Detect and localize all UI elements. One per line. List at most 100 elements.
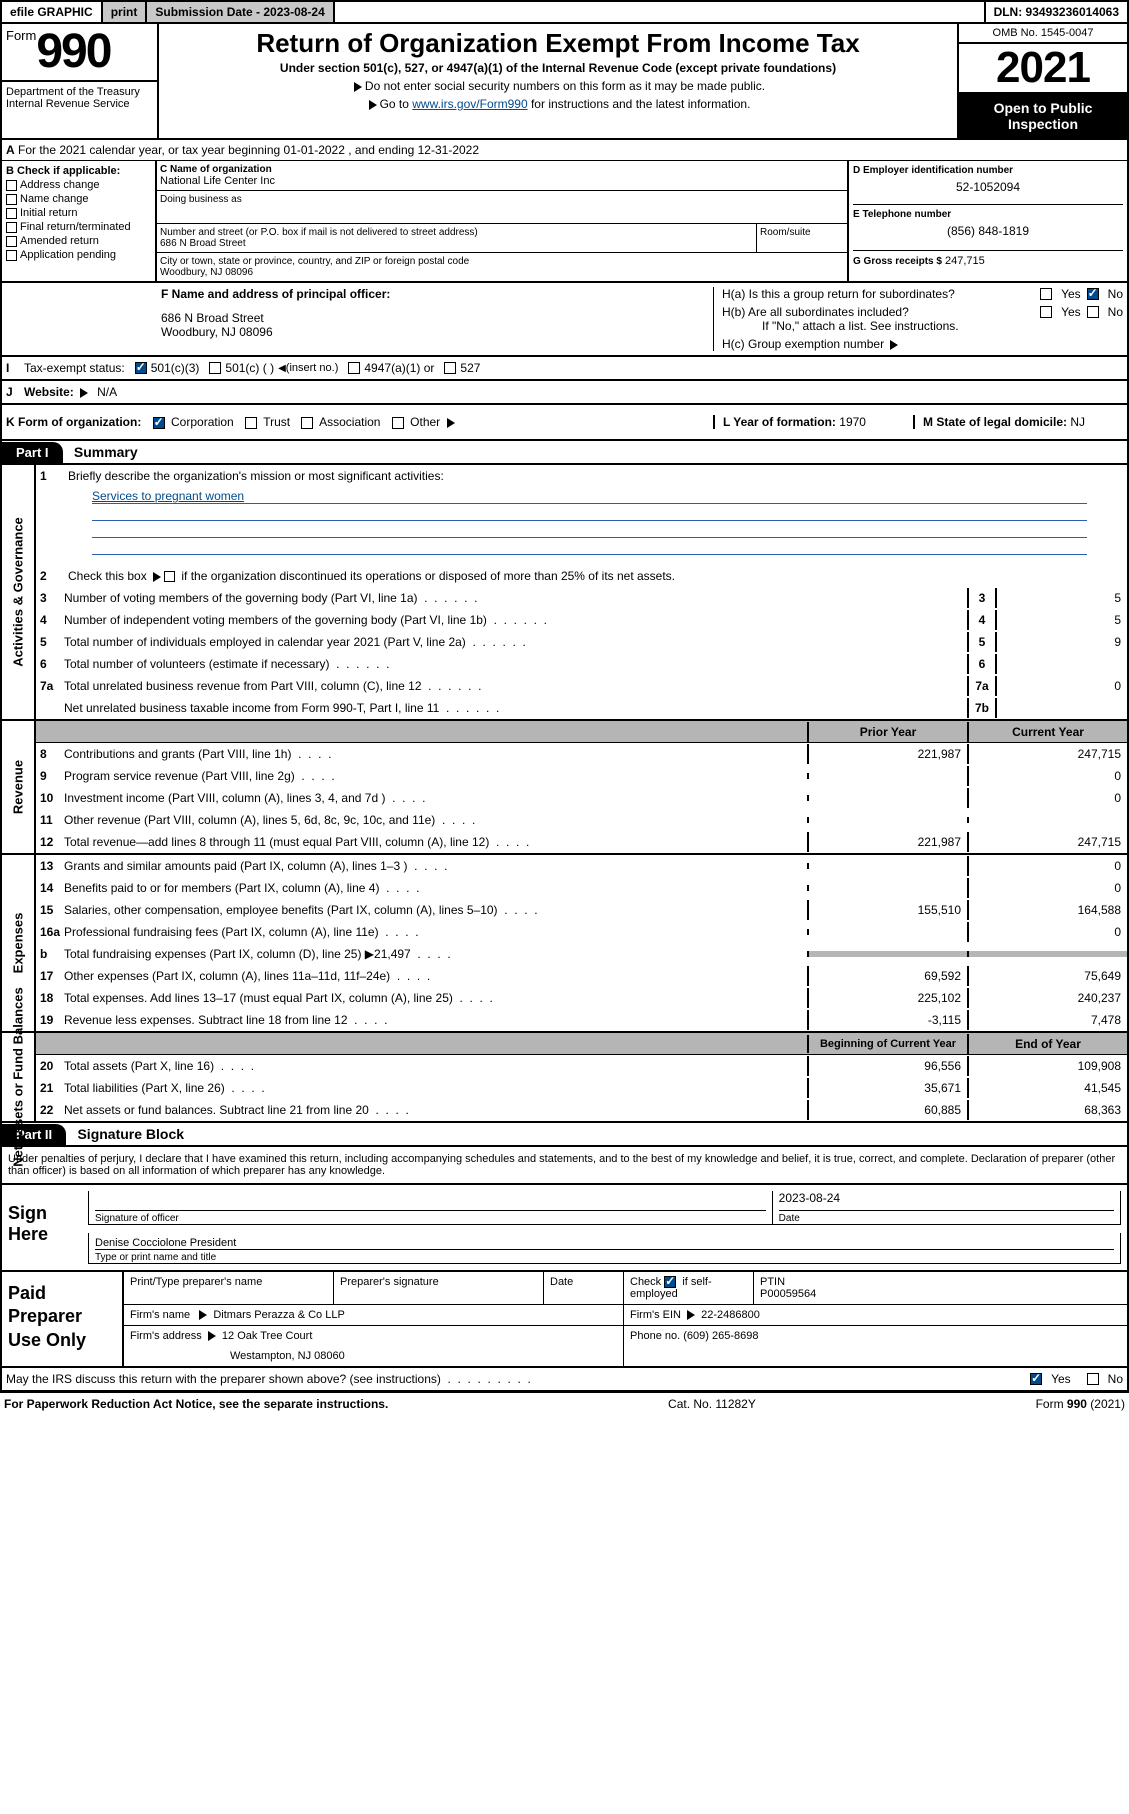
prior-value (807, 773, 967, 779)
chk-amended[interactable]: Amended return (6, 235, 151, 247)
arrow-icon (199, 1310, 207, 1320)
ha-yes[interactable] (1040, 288, 1052, 300)
table-row-label: Other expenses (Part IX, column (A), lin… (64, 966, 807, 986)
col-boy: Beginning of Current Year (807, 1035, 967, 1053)
chk-final-return[interactable]: Final return/terminated (6, 221, 151, 233)
table-row-label: Salaries, other compensation, employee b… (64, 900, 807, 920)
chk-4947[interactable] (348, 362, 360, 374)
subtitle-1: Under section 501(c), 527, or 4947(a)(1)… (159, 59, 957, 77)
arrow-icon (369, 100, 377, 110)
summary-line: Total unrelated business revenue from Pa… (64, 676, 967, 696)
sign-here-label: Sign Here (2, 1185, 82, 1270)
sig-date-label: Date (779, 1213, 1114, 1224)
chk-corp[interactable] (153, 417, 165, 429)
chk-trust[interactable] (245, 417, 257, 429)
hb-no[interactable] (1087, 306, 1099, 318)
paid-preparer-label: Paid Preparer Use Only (2, 1272, 122, 1366)
open-inspection-badge: Open to Public Inspection (959, 94, 1127, 138)
line-ref: 7b (967, 698, 997, 718)
chk-assoc[interactable] (301, 417, 313, 429)
city-value: Woodbury, NJ 08096 (160, 267, 844, 278)
prior-value (807, 863, 967, 869)
chk-discontinued[interactable] (164, 571, 175, 582)
ein-value: 52-1052094 (853, 176, 1123, 204)
firm-addr-cell: Firm's address 12 Oak Tree CourtWestampt… (124, 1326, 624, 1366)
line-ref: 6 (967, 654, 997, 674)
table-row-label: Grants and similar amounts paid (Part IX… (64, 856, 807, 876)
summary-line: Number of independent voting members of … (64, 610, 967, 630)
current-value: 240,237 (967, 988, 1127, 1008)
officer-addr1: 686 N Broad Street (161, 311, 703, 325)
chk-initial-return[interactable]: Initial return (6, 207, 151, 219)
ha-no[interactable] (1087, 288, 1099, 300)
chk-501c[interactable] (209, 362, 221, 374)
table-row-label: Total expenses. Add lines 13–17 (must eq… (64, 988, 807, 1008)
form-footer: Form 990 (2021) (1036, 1397, 1125, 1411)
current-value: 247,715 (967, 744, 1127, 764)
gross-value: 247,715 (945, 255, 985, 267)
line-value (997, 705, 1127, 711)
irs-yes[interactable] (1030, 1373, 1042, 1385)
current-value: 0 (967, 922, 1127, 942)
m-val: NJ (1070, 415, 1085, 429)
line1-text: Briefly describe the organization's miss… (68, 469, 1123, 483)
arrow-icon (153, 572, 161, 582)
table-row-label: Total assets (Part X, line 16) . . . . (64, 1056, 807, 1076)
current-value: 68,363 (967, 1100, 1127, 1120)
submission-date: Submission Date - 2023-08-24 (147, 2, 334, 22)
website-label: Website: (24, 385, 91, 399)
section-c: C Name of organization National Life Cen… (157, 161, 847, 281)
page-title: Return of Organization Exempt From Incom… (159, 24, 957, 59)
chk-name-change[interactable]: Name change (6, 193, 151, 205)
irs-no[interactable] (1087, 1373, 1099, 1385)
form-word: Form (6, 28, 36, 43)
part-i-title: Summary (66, 441, 146, 463)
department-label: Department of the Treasury Internal Reve… (2, 80, 157, 114)
part-i-header: Part I (2, 442, 63, 463)
prior-value (807, 885, 967, 891)
mission-link[interactable]: Services to pregnant women (92, 489, 244, 503)
chk-527[interactable] (444, 362, 456, 374)
declaration-text: Under penalties of perjury, I declare th… (2, 1147, 1127, 1185)
officer-name: Denise Cocciolone President (95, 1233, 1114, 1250)
chk-other[interactable] (392, 417, 404, 429)
prior-value: 60,885 (807, 1100, 967, 1120)
current-value: 0 (967, 766, 1127, 786)
print-button[interactable]: print (103, 2, 148, 22)
cat-no: Cat. No. 11282Y (668, 1397, 756, 1411)
chk-501c3[interactable] (135, 362, 147, 374)
org-name: National Life Center Inc (160, 175, 844, 187)
part-ii-title: Signature Block (69, 1123, 192, 1145)
line-value: 9 (997, 632, 1127, 652)
table-row-label: Professional fundraising fees (Part IX, … (64, 922, 807, 942)
prep-name-hdr: Print/Type preparer's name (124, 1272, 334, 1304)
prior-value: 221,987 (807, 744, 967, 764)
table-row-label: Total revenue—add lines 8 through 11 (mu… (64, 832, 807, 852)
prior-value: -3,115 (807, 1010, 967, 1030)
section-b: B Check if applicable: Address change Na… (2, 161, 157, 281)
l-val: 1970 (839, 415, 866, 429)
table-row-label: Program service revenue (Part VIII, line… (64, 766, 807, 786)
current-value: 109,908 (967, 1056, 1127, 1076)
line-value: 5 (997, 588, 1127, 608)
name-title-label: Type or print name and title (95, 1252, 1114, 1263)
arrow-icon (354, 82, 362, 92)
chk-address-change[interactable]: Address change (6, 179, 151, 191)
chk-pending[interactable]: Application pending (6, 249, 151, 261)
chk-self-employed[interactable] (664, 1276, 676, 1288)
table-row-label: Revenue less expenses. Subtract line 18 … (64, 1010, 807, 1030)
gross-label: G Gross receipts $ (853, 256, 942, 267)
line-value: 5 (997, 610, 1127, 630)
prep-sig-hdr: Preparer's signature (334, 1272, 544, 1304)
prior-value: 35,671 (807, 1078, 967, 1098)
prior-value (807, 795, 967, 801)
subtitle-2: Do not enter social security numbers on … (159, 77, 957, 95)
vlabel-revenue: Revenue (2, 721, 36, 853)
table-row-label: Total fundraising expenses (Part IX, col… (64, 944, 807, 964)
k-label: K Form of organization: (6, 415, 141, 429)
vlabel-net: Net Assets or Fund Balances (2, 1033, 36, 1121)
hb-yes[interactable] (1040, 306, 1052, 318)
subtitle-3: Go to www.irs.gov/Form990 for instructio… (159, 95, 957, 113)
irs-link[interactable]: www.irs.gov/Form990 (412, 97, 527, 111)
form-number: 990 (36, 28, 110, 76)
